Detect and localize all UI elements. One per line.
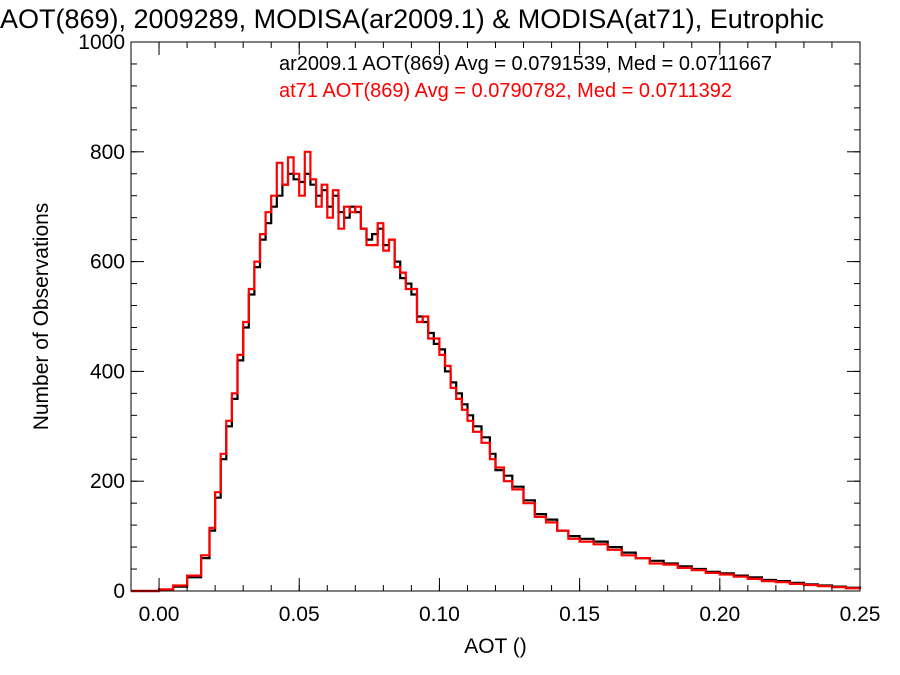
y-tick-label: 800: [90, 141, 125, 164]
x-tick-label: 0.25: [840, 603, 881, 626]
x-tick-label: 0.05: [279, 603, 320, 626]
x-tick-label: 0.20: [699, 603, 740, 626]
series-lines: [131, 150, 862, 593]
y-tick-label: 600: [90, 251, 125, 274]
axis-ticks: 0.00 0.05 0.10 0.15 0.20 0.25 0 200 400 600 800 100…: [78, 31, 880, 626]
y-tick-label: 0: [113, 580, 125, 603]
series-line-at71: [131, 150, 862, 593]
x-tick-label: 0.15: [559, 603, 600, 626]
y-tick-label: 200: [90, 470, 125, 493]
x-tick-label: 0.00: [139, 603, 180, 626]
legend-entry-ar2009-1: ar2009.1 AOT(869) Avg = 0.0791539, Med =…: [279, 53, 772, 75]
chart-title: AOT(869), 2009289, MODISA(ar2009.1) & MO…: [0, 4, 824, 34]
x-tick-label: 0.10: [419, 603, 460, 626]
x-axis-label: AOT (): [464, 635, 527, 658]
y-axis-label: Number of Observations: [30, 203, 53, 431]
y-tick-label: 1000: [78, 31, 125, 54]
legend-entry-at71: at71 AOT(869) Avg = 0.0790782, Med = 0.0…: [279, 80, 732, 102]
y-tick-label: 400: [90, 360, 125, 383]
